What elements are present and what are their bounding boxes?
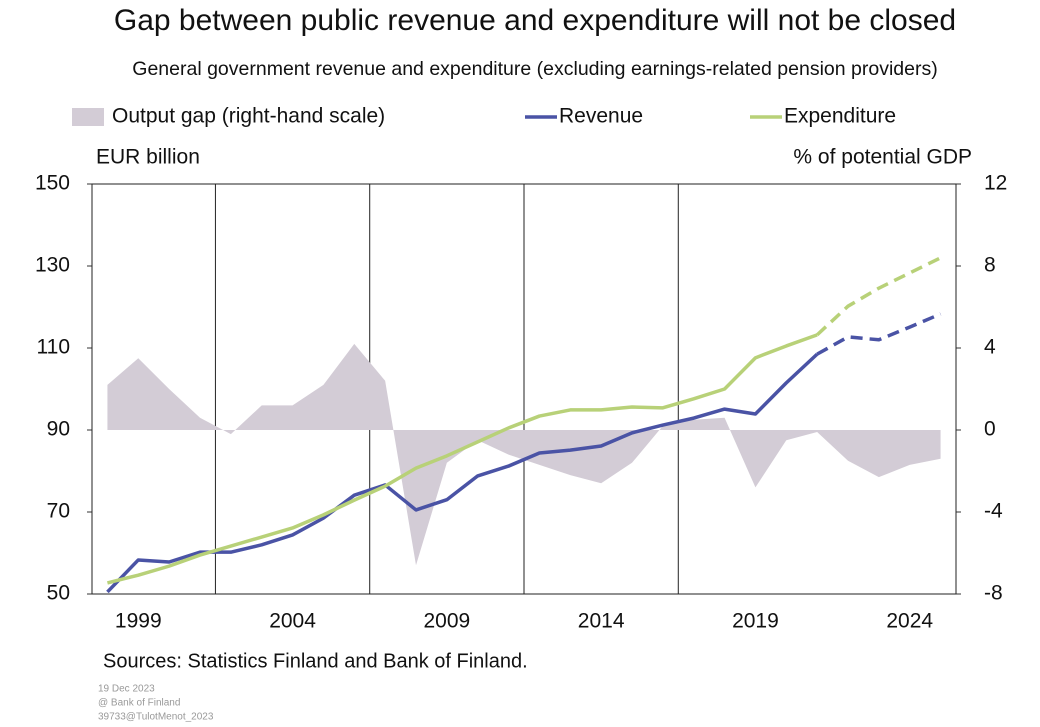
y-tick-label: 70 xyxy=(47,500,70,523)
line xyxy=(107,333,818,585)
line xyxy=(106,352,819,594)
legend-label: Output gap (right-hand scale) xyxy=(112,105,385,128)
x-tick-label: 2009 xyxy=(423,610,470,633)
y-tick-label: 50 xyxy=(47,582,70,605)
chart-subtitle: General government revenue and expenditu… xyxy=(132,58,937,80)
chart-title: Gap between public revenue and expenditu… xyxy=(114,4,956,37)
x-tick-label: 2019 xyxy=(732,610,779,633)
note: 39733@TulotMenot_2023 xyxy=(98,712,214,723)
note: 19 Dec 2023 xyxy=(98,684,155,695)
plot-frame xyxy=(91,183,957,595)
y2-tick-label: -8 xyxy=(984,582,1003,605)
source: Sources: Statistics Finland and Bank of … xyxy=(103,650,528,672)
x-tick-label: 2004 xyxy=(269,610,316,633)
y2-tick-label: 4 xyxy=(984,336,996,359)
x-tick-label: 2024 xyxy=(886,610,933,633)
y-axis-label: EUR billion xyxy=(96,146,200,169)
forecast-line xyxy=(815,256,942,337)
y-tick-label: 90 xyxy=(47,418,70,441)
legend-swatch xyxy=(72,108,104,126)
y2-axis-label: % of potential GDP xyxy=(793,146,972,169)
output-gap-area xyxy=(107,343,941,566)
forecast-line xyxy=(816,312,942,356)
note: @ Bank of Finland xyxy=(98,698,180,709)
y2-tick-label: 12 xyxy=(984,172,1007,195)
y-tick-label: 130 xyxy=(35,254,70,277)
legend-label: Revenue xyxy=(559,105,643,128)
x-tick-label: 2014 xyxy=(578,610,625,633)
y2-tick-label: 0 xyxy=(984,418,996,441)
y-tick-label: 150 xyxy=(35,172,70,195)
x-tick-label: 1999 xyxy=(115,610,162,633)
legend-label: Expenditure xyxy=(784,105,896,128)
y2-tick-label: -4 xyxy=(984,500,1003,523)
y2-tick-label: 8 xyxy=(984,254,996,277)
y-tick-label: 110 xyxy=(37,336,70,359)
